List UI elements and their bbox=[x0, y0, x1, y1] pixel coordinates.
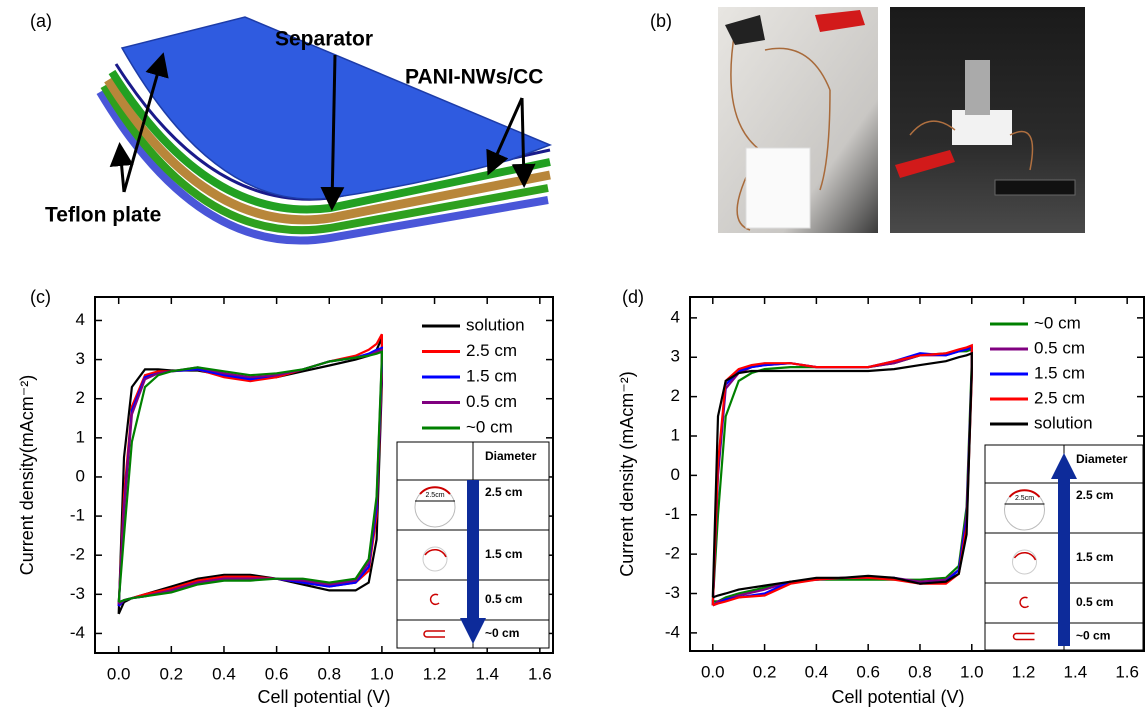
legend-label: 2.5 cm bbox=[1034, 388, 1085, 407]
annotation: Separator bbox=[275, 28, 373, 51]
icon bbox=[1013, 551, 1037, 561]
panel-label: (a) bbox=[30, 11, 52, 31]
x-tick-label: 0.8 bbox=[908, 662, 932, 681]
photos bbox=[718, 7, 1085, 233]
icon bbox=[424, 548, 447, 558]
inset-table: Diameter 2.5 cm 1.5 cm 0.5 cm ~0 cm 2.5cm bbox=[984, 444, 1144, 651]
plot-frame bbox=[94, 296, 554, 654]
legend-label: 1.5 cm bbox=[466, 366, 517, 385]
x-tick-label: 1.4 bbox=[475, 664, 499, 683]
cv-line bbox=[711, 345, 973, 607]
y-tick-label: -1 bbox=[70, 506, 85, 525]
icon bbox=[423, 630, 445, 638]
inset-header: Diameter bbox=[485, 449, 537, 463]
icon bbox=[1012, 549, 1037, 575]
x-tick-label: 0.4 bbox=[212, 664, 236, 683]
inset-row-label: 1.5 cm bbox=[485, 547, 522, 561]
x-tick-label: 0.4 bbox=[805, 662, 829, 681]
y-axis-label: Current density(mAcm⁻²) bbox=[17, 375, 37, 576]
icon bbox=[1019, 596, 1030, 609]
trend-arrow bbox=[1051, 453, 1077, 646]
legend-label: solution bbox=[1034, 413, 1093, 432]
cv-line bbox=[711, 345, 973, 607]
annotation: Teflon plate bbox=[45, 204, 161, 227]
legend-label: 1.5 cm bbox=[1034, 363, 1085, 382]
legend-label: 2.5 cm bbox=[466, 341, 517, 360]
x-tick-label: 1.0 bbox=[960, 662, 984, 681]
x-tick-label: 1.0 bbox=[370, 664, 394, 683]
y-tick-label: 4 bbox=[76, 310, 85, 329]
x-axis-label: Cell potential (V) bbox=[257, 687, 390, 707]
plot-frame bbox=[689, 296, 1145, 652]
cv-line bbox=[711, 343, 973, 607]
y-tick-label: -1 bbox=[665, 504, 680, 523]
inset-scale-label: 2.5cm bbox=[1015, 495, 1034, 502]
legend-label: solution bbox=[466, 315, 525, 334]
legend-label: 0.5 cm bbox=[466, 392, 517, 411]
cv-line bbox=[711, 351, 973, 599]
x-tick-label: 0.0 bbox=[107, 664, 131, 683]
x-tick-label: 1.2 bbox=[1012, 662, 1036, 681]
inset-row-label: 1.5 cm bbox=[1076, 550, 1113, 564]
y-tick-label: 0 bbox=[671, 465, 680, 484]
x-tick-label: 1.4 bbox=[1064, 662, 1088, 681]
y-tick-label: -2 bbox=[665, 544, 680, 563]
legend-label: ~0 cm bbox=[466, 417, 513, 436]
panel-label: (d) bbox=[622, 287, 644, 307]
inset-row-label: ~0 cm bbox=[485, 626, 519, 640]
y-tick-label: 1 bbox=[76, 427, 85, 446]
inset-row-label: 0.5 cm bbox=[1076, 595, 1113, 609]
inset-row-label: ~0 cm bbox=[1076, 629, 1110, 643]
y-tick-label: -4 bbox=[70, 623, 85, 642]
inset-row-label: 2.5 cm bbox=[1076, 488, 1113, 502]
cv-line bbox=[117, 350, 383, 604]
layer-diagram bbox=[96, 16, 553, 245]
icon bbox=[422, 546, 448, 572]
inset-row-label: 2.5 cm bbox=[485, 485, 522, 499]
x-tick-label: 0.6 bbox=[856, 662, 880, 681]
y-tick-label: 0 bbox=[76, 466, 85, 485]
y-tick-label: -3 bbox=[70, 584, 85, 603]
x-tick-label: 0.8 bbox=[317, 664, 341, 683]
y-tick-label: 3 bbox=[76, 349, 85, 368]
y-tick-label: -4 bbox=[665, 622, 680, 641]
trend-arrow bbox=[460, 480, 486, 644]
inset-row-label: 0.5 cm bbox=[485, 592, 522, 606]
x-tick-label: 0.0 bbox=[701, 662, 725, 681]
icon bbox=[1008, 489, 1041, 498]
annotation: PANI-NWs/CC bbox=[405, 66, 543, 89]
y-tick-label: 2 bbox=[671, 386, 680, 405]
icon bbox=[419, 486, 451, 495]
inset-header: Diameter bbox=[1076, 452, 1128, 466]
y-axis-label: Current density (mAcm⁻²) bbox=[617, 371, 637, 577]
inset-table: Diameter 2.5 cm 1.5 cm 0.5 cm ~0 cm 2.5cm bbox=[396, 441, 550, 649]
cv-line bbox=[117, 348, 383, 605]
x-tick-label: 0.2 bbox=[160, 664, 184, 683]
x-tick-label: 0.6 bbox=[265, 664, 289, 683]
x-axis-label: Cell potential (V) bbox=[831, 687, 964, 707]
y-tick-label: 1 bbox=[671, 425, 680, 444]
legend-label: 0.5 cm bbox=[1034, 338, 1085, 357]
x-tick-label: 1.6 bbox=[1115, 662, 1139, 681]
x-tick-label: 1.2 bbox=[423, 664, 447, 683]
cv-line bbox=[117, 346, 383, 607]
legend-label: ~0 cm bbox=[1034, 313, 1081, 332]
y-tick-label: -2 bbox=[70, 545, 85, 564]
y-tick-label: -3 bbox=[665, 583, 680, 602]
panel-label: (b) bbox=[650, 11, 672, 31]
y-tick-label: 4 bbox=[671, 307, 680, 326]
x-tick-label: 1.6 bbox=[528, 664, 552, 683]
icon bbox=[429, 593, 440, 606]
y-tick-label: 2 bbox=[76, 388, 85, 407]
icon bbox=[1012, 632, 1035, 641]
y-tick-label: 3 bbox=[671, 347, 680, 366]
x-tick-label: 0.2 bbox=[753, 662, 777, 681]
inset-scale-label: 2.5cm bbox=[425, 492, 444, 499]
cv-line bbox=[711, 347, 973, 603]
panel-label: (c) bbox=[30, 287, 51, 307]
